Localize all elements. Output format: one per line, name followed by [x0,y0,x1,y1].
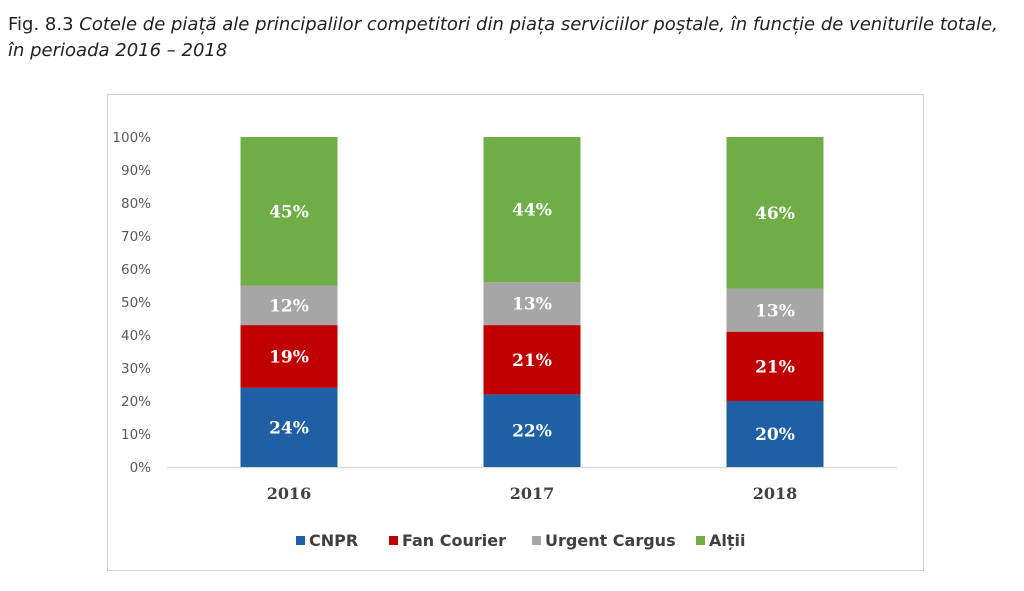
legend-marker-fan-courier [389,536,398,545]
figure-title: Cotele de piață ale principalilor compet… [8,14,998,61]
y-tick-label: 40% [121,328,151,344]
bar-alții-2018 [726,137,824,289]
y-tick-label: 80% [121,196,151,212]
bar-urgent-cargus-2017 [483,282,581,326]
bar-fan-courier-2018 [726,331,824,401]
data-label: 22% [512,422,552,442]
y-tick-label: 100% [112,130,151,146]
legend-label: CNPR [309,531,358,550]
x-tick-label: 2016 [267,484,312,503]
legend-marker-alții [696,536,705,545]
bar-urgent-cargus-2016 [240,285,338,326]
data-label: 13% [512,295,552,315]
data-label: 21% [512,351,552,371]
data-label: 24% [269,418,309,438]
data-label: 45% [269,202,309,222]
data-label: 20% [755,425,795,445]
data-label: 12% [269,296,309,316]
bar-alții-2017 [483,137,581,283]
data-label: 19% [269,347,309,367]
data-label: 44% [512,201,552,221]
figure-caption: Fig. 8.3 Cotele de piață ale principalil… [8,12,1013,64]
data-label: 46% [755,204,795,224]
bar-cnpr-2017 [483,394,581,467]
bar-fan-courier-2016 [240,325,338,388]
legend-marker-cnpr [296,536,305,545]
legend-marker-urgent-cargus [532,536,541,545]
data-label: 21% [755,357,795,377]
y-tick-label: 50% [121,295,151,311]
bar-urgent-cargus-2018 [726,288,824,332]
y-tick-label: 90% [121,163,151,179]
legend-label: Urgent Cargus [545,531,676,550]
y-tick-label: 60% [121,262,151,278]
data-label: 13% [755,301,795,321]
x-tick-label: 2017 [510,484,555,503]
bar-cnpr-2016 [240,387,338,467]
bar-alții-2016 [240,137,338,286]
figure-number: Fig. 8.3 [8,14,80,35]
x-tick-label: 2018 [753,484,798,503]
y-tick-label: 0% [130,460,152,476]
legend-label: Alții [709,531,745,550]
bar-fan-courier-2017 [483,325,581,395]
y-tick-label: 10% [121,427,151,443]
y-tick-label: 20% [121,394,151,410]
y-tick-label: 30% [121,361,151,377]
bar-cnpr-2018 [726,401,824,467]
legend-label: Fan Courier [402,531,506,550]
y-tick-label: 70% [121,229,151,245]
